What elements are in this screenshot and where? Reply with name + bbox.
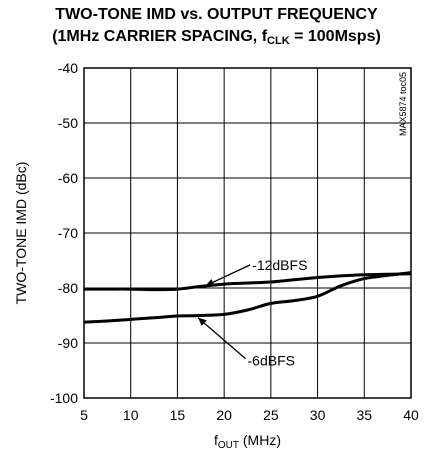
series-line-0 bbox=[83, 272, 412, 292]
series-line-1 bbox=[83, 271, 412, 324]
annotation-arrowhead bbox=[205, 278, 215, 286]
x-tick-label: 40 bbox=[403, 407, 419, 423]
chart-title-line1: TWO-TONE IMD vs. OUTPUT FREQUENCY bbox=[55, 6, 378, 23]
chart-title-line2-sub: CLK bbox=[267, 35, 290, 47]
grid bbox=[83, 67, 412, 399]
chart-title-line2: (1MHz CARRIER SPACING, fCLK = 100Msps) bbox=[0, 28, 433, 47]
plot-frame bbox=[83, 67, 412, 399]
x-tick-label: 25 bbox=[263, 407, 279, 423]
chart-title-line2-suffix: = 100Msps) bbox=[289, 28, 381, 45]
y-tick-label: -100 bbox=[50, 390, 78, 406]
annotation-leader bbox=[205, 264, 251, 287]
x-tick-label: 5 bbox=[80, 407, 88, 423]
annotation-arrowhead bbox=[197, 317, 207, 326]
annotation-layer: -12dBFS -6dBFS bbox=[197, 257, 307, 369]
side-label: MAX5874 toc05 bbox=[398, 72, 408, 136]
x-tick-label: 20 bbox=[216, 407, 232, 423]
x-tick-label: 30 bbox=[310, 407, 326, 423]
x-axis-label: fOUT (MHz) bbox=[214, 432, 281, 451]
x-tick-label: 15 bbox=[170, 407, 186, 423]
annotation-leader bbox=[197, 317, 246, 360]
chart-title-line2-prefix: (1MHz CARRIER SPACING, f bbox=[52, 28, 268, 45]
x-tick-label: 10 bbox=[123, 407, 139, 423]
x-tick-label: 35 bbox=[356, 407, 372, 423]
y-tick-label: -70 bbox=[58, 225, 78, 241]
y-axis-label: TWO-TONE IMD (dBc) bbox=[13, 162, 29, 305]
y-tick-label: -60 bbox=[58, 170, 78, 186]
x-axis-label-prefix: f bbox=[214, 432, 218, 448]
x-axis-label-suffix: (MHz) bbox=[239, 432, 281, 448]
annotation-label: -12dBFS bbox=[252, 257, 307, 273]
x-tick-labels: 5 10 15 20 25 30 35 40 bbox=[80, 407, 419, 423]
y-tick-label: -90 bbox=[58, 335, 78, 351]
x-axis-label-sub: OUT bbox=[218, 440, 239, 451]
y-tick-label: -80 bbox=[58, 280, 78, 296]
y-tick-labels: -40 -50 -60 -70 -80 -90 -100 bbox=[50, 60, 78, 406]
y-tick-label: -50 bbox=[58, 115, 78, 131]
y-tick-label: -40 bbox=[58, 60, 78, 76]
series-layer bbox=[83, 271, 412, 324]
annotation-label: -6dBFS bbox=[248, 353, 295, 369]
